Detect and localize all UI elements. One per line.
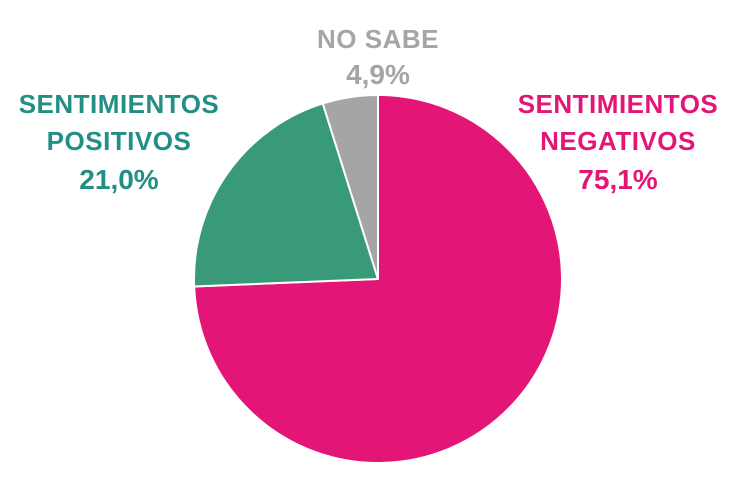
slice-value-positivos: 21,0% (79, 164, 158, 195)
label-no-sabe: NO SABE 4,9% (317, 24, 439, 90)
slice-value-no-sabe: 4,9% (346, 59, 410, 90)
slice-label-negativos-line2: NEGATIVOS (540, 126, 696, 156)
slice-label-positivos-line2: POSITIVOS (47, 126, 192, 156)
pie-slice-no-sabe (321, 94, 379, 280)
label-positivos: SENTIMIENTOS POSITIVOS 21,0% (19, 89, 220, 195)
slice-label-positivos-line1: SENTIMIENTOS (19, 89, 220, 119)
slice-label-no-sabe: NO SABE (317, 24, 439, 54)
slice-label-negativos-line1: SENTIMIENTOS (518, 89, 719, 119)
slice-value-negativos: 75,1% (578, 164, 657, 195)
pie-slices (193, 94, 563, 464)
label-negativos: SENTIMIENTOS NEGATIVOS 75,1% (518, 89, 719, 195)
pie-slice-positivos (193, 102, 379, 288)
